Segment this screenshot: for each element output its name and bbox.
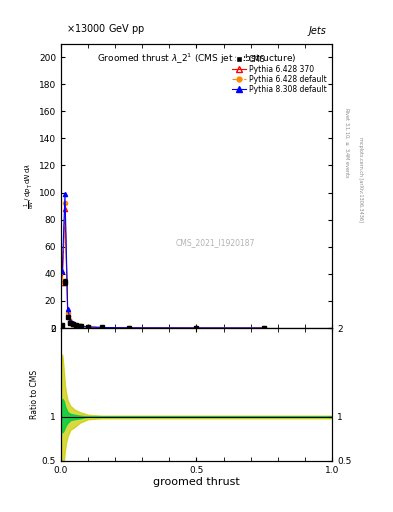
Text: $\times$13000 GeV pp: $\times$13000 GeV pp: [66, 23, 146, 36]
Y-axis label: Ratio to CMS: Ratio to CMS: [30, 370, 39, 419]
Y-axis label: $\frac{1}{\mathrm{d}N}\,/\,\mathrm{d}p_\mathrm{T}\,\mathrm{d}N\,\mathrm{d}\lambd: $\frac{1}{\mathrm{d}N}\,/\,\mathrm{d}p_\…: [23, 163, 37, 209]
Text: Rivet 3.1.10, $\geq$ 3.4M events: Rivet 3.1.10, $\geq$ 3.4M events: [343, 108, 350, 179]
Text: Groomed thrust $\lambda\_2^1$ (CMS jet substructure): Groomed thrust $\lambda\_2^1$ (CMS jet s…: [97, 52, 296, 67]
X-axis label: groomed thrust: groomed thrust: [153, 477, 240, 487]
Text: Jets: Jets: [309, 27, 327, 36]
Text: mcplots.cern.ch [arXiv:1306.3436]: mcplots.cern.ch [arXiv:1306.3436]: [358, 137, 364, 222]
Legend: CMS, Pythia 6.428 370, Pythia 6.428 default, Pythia 8.308 default: CMS, Pythia 6.428 370, Pythia 6.428 defa…: [231, 53, 328, 96]
Text: CMS_2021_I1920187: CMS_2021_I1920187: [176, 238, 255, 247]
